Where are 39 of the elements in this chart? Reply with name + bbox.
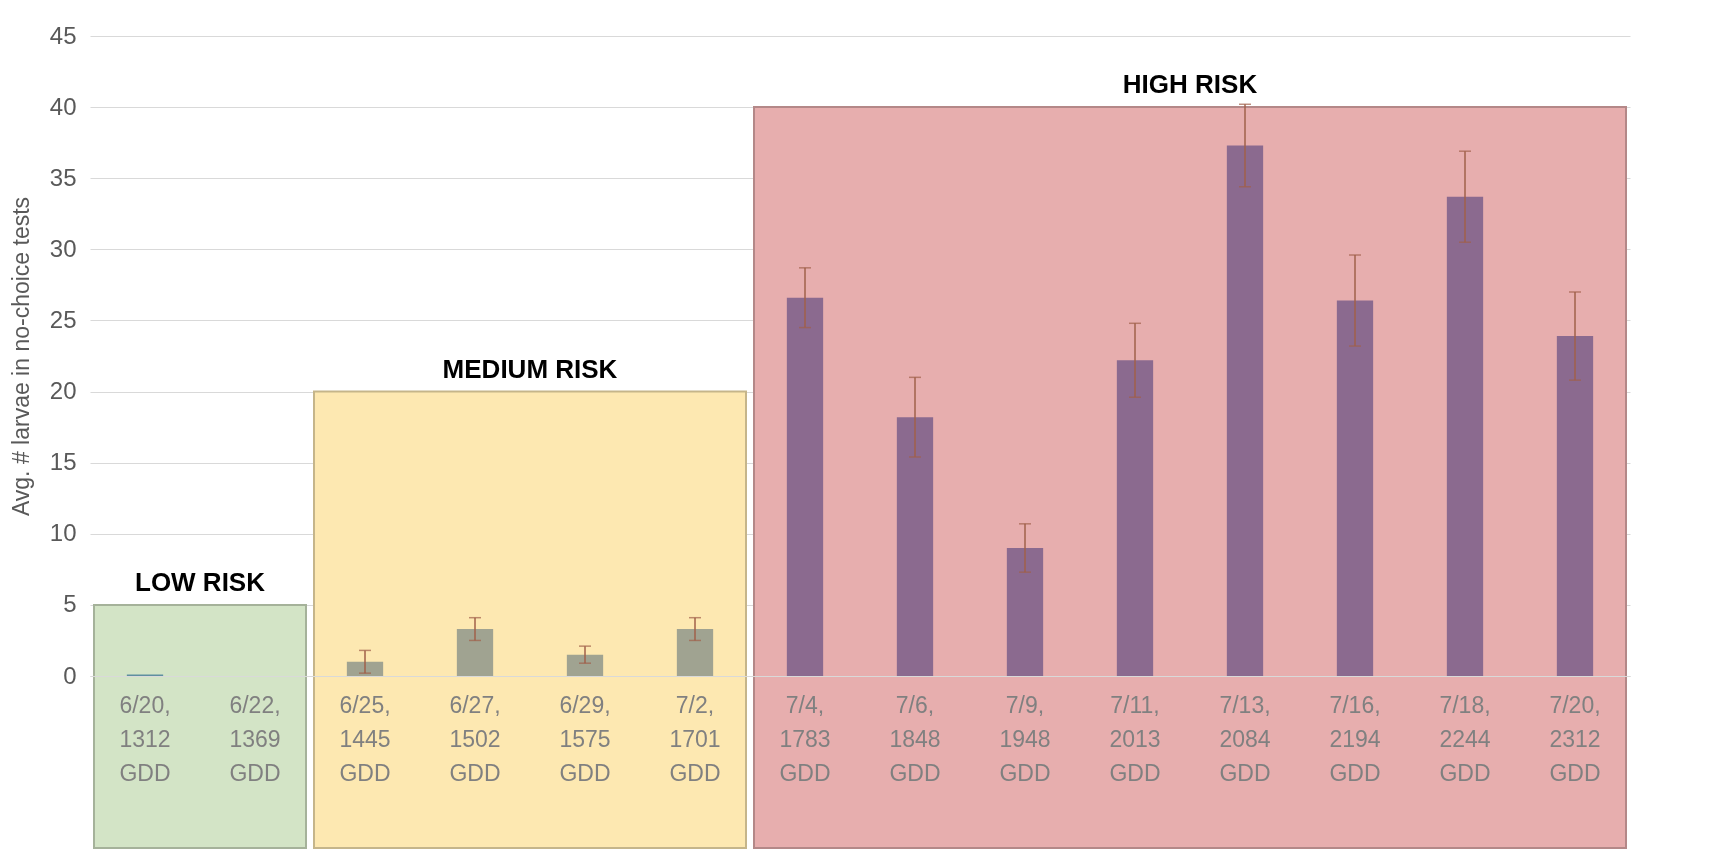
y-tick-label: 5 xyxy=(63,590,77,618)
bar xyxy=(676,629,714,676)
x-tick-label: 7/16, 2194 GDD xyxy=(1329,691,1381,786)
annotation: HIGH RISK xyxy=(1122,69,1258,100)
bar xyxy=(1336,300,1374,676)
x-tick-label: 7/2, 1701 GDD xyxy=(669,691,721,786)
bar xyxy=(786,297,824,676)
bar xyxy=(896,417,934,676)
y-tick-label: 45 xyxy=(49,21,77,49)
x-tick-label: 7/11, 2013 GDD xyxy=(1109,691,1161,786)
bar xyxy=(1556,336,1594,676)
y-axis-title: Avg. # larvae in no-choice tests xyxy=(7,196,34,517)
x-tick-label: 7/9, 1948 GDD xyxy=(999,691,1051,786)
bar xyxy=(1006,548,1044,676)
x-tick-label: 7/4, 1783 GDD xyxy=(779,691,831,786)
y-tick-label: 15 xyxy=(49,448,77,476)
x-tick-label: 7/18, 2244 GDD xyxy=(1439,691,1491,786)
x-tick-label: 6/27, 1502 GDD xyxy=(449,691,501,786)
y-tick-label: 20 xyxy=(49,377,77,405)
y-tick-label: 25 xyxy=(49,305,77,333)
y-tick-label: 30 xyxy=(49,234,77,262)
x-tick-label: 6/25, 1445 GDD xyxy=(339,691,391,786)
bar xyxy=(1446,196,1484,676)
annotation: LOW RISK xyxy=(135,566,266,597)
bar xyxy=(456,629,494,676)
y-tick-label: 0 xyxy=(63,661,77,689)
annotation: MEDIUM RISK xyxy=(442,353,618,384)
x-tick-label: 6/29, 1575 GDD xyxy=(559,691,611,786)
y-tick-label: 40 xyxy=(49,92,77,120)
y-tick-label: 35 xyxy=(49,163,77,191)
y-tick-label: 10 xyxy=(49,519,77,547)
bar xyxy=(1116,360,1154,676)
x-tick-label: 7/13, 2084 GDD xyxy=(1219,691,1271,786)
x-tick-label: 6/20, 1312 GDD xyxy=(119,691,171,786)
x-tick-label: 6/22, 1369 GDD xyxy=(229,691,281,786)
bar xyxy=(1226,145,1264,676)
x-tick-label: 7/20, 2312 GDD xyxy=(1549,691,1601,786)
x-tick-label: 7/6, 1848 GDD xyxy=(889,691,941,786)
bar xyxy=(566,654,604,676)
